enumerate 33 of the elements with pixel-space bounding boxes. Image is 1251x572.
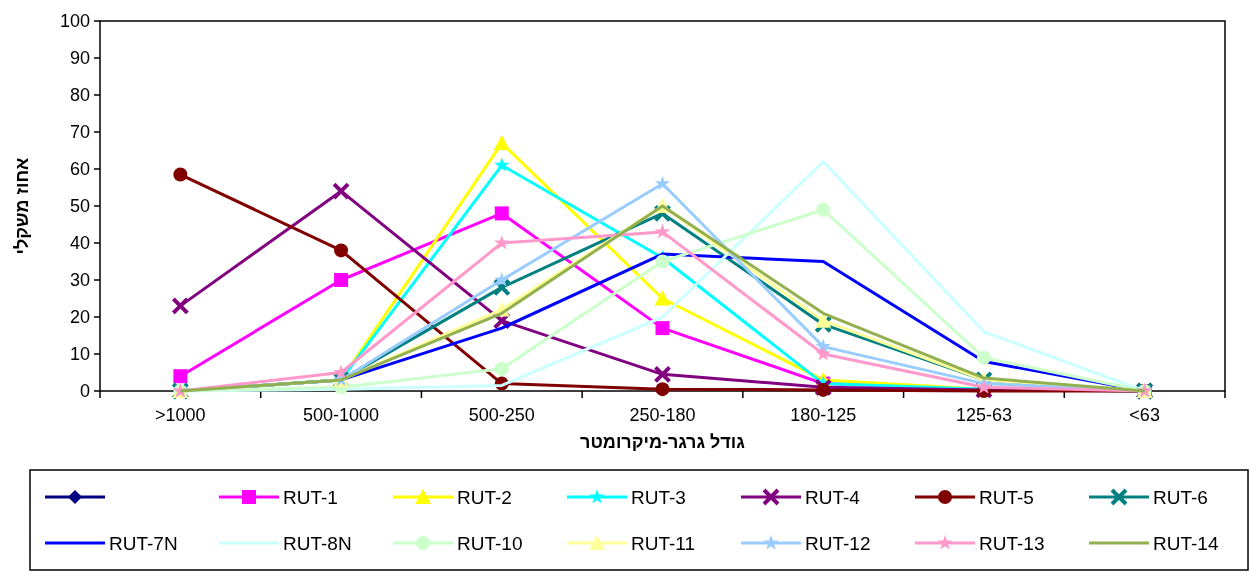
legend-label: RUT-14 — [1153, 533, 1219, 554]
legend-label: RUT-10 — [457, 533, 523, 554]
y-tick-label: 60 — [69, 159, 90, 179]
legend-label: RUT-1 — [283, 487, 338, 508]
legend-label: RUT-7N — [109, 533, 178, 554]
legend-label: RUT-4 — [805, 487, 861, 508]
x-tick-label: 500-250 — [468, 405, 535, 425]
x-tick-label: >1000 — [155, 405, 206, 425]
x-tick-label: 180-125 — [790, 405, 857, 425]
legend-label: RUT-13 — [979, 533, 1045, 554]
y-tick-label: 0 — [79, 381, 90, 401]
y-tick-label: 80 — [69, 85, 90, 105]
y-axis-title: אחוז משקלי — [12, 157, 32, 255]
y-tick-label: 50 — [69, 196, 90, 216]
legend-label: RUT-12 — [805, 533, 871, 554]
y-tick-label: 40 — [69, 233, 90, 253]
y-tick-label: 100 — [59, 11, 90, 31]
y-tick-label: 20 — [69, 307, 90, 327]
x-tick-label: <63 — [1129, 405, 1160, 425]
legend-label: RUT-8N — [283, 533, 352, 554]
x-tick-label: 500-1000 — [303, 405, 380, 425]
legend-label: RUT-2 — [457, 487, 512, 508]
legend-label: RUT-3 — [631, 487, 686, 508]
y-tick-label: 70 — [69, 122, 90, 142]
y-tick-label: 30 — [69, 270, 90, 290]
x-tick-label: 250-180 — [629, 405, 696, 425]
legend-label: RUT-5 — [979, 487, 1034, 508]
x-axis-title: גודל גרגר-מיקרומטר — [580, 432, 746, 452]
y-tick-label: 10 — [69, 344, 90, 364]
legend-label: RUT-6 — [1153, 487, 1208, 508]
y-tick-label: 90 — [69, 48, 90, 68]
x-tick-label: 125-63 — [955, 405, 1012, 425]
legend-label: RUT-11 — [631, 533, 696, 554]
